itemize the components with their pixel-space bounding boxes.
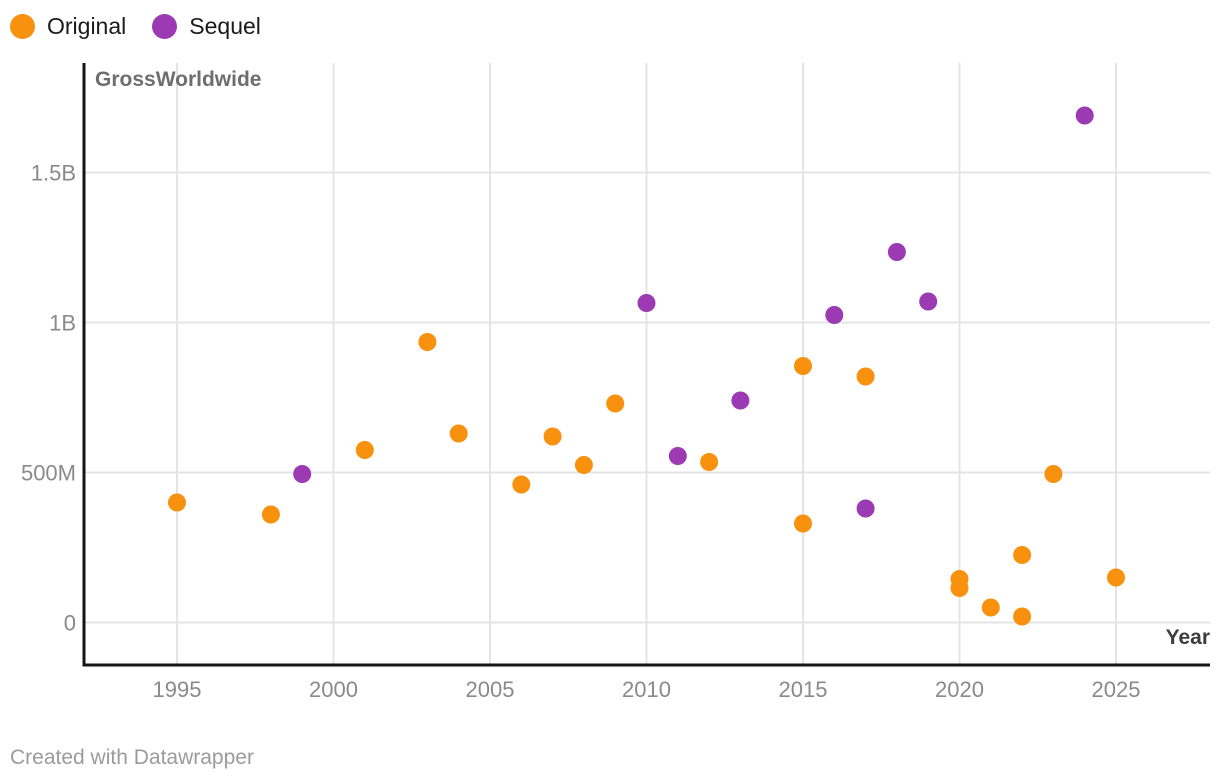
data-point-original[interactable]	[261, 505, 280, 524]
data-point-original[interactable]	[449, 424, 468, 443]
y-tick-label: 1B	[49, 311, 76, 336]
data-point-original[interactable]	[418, 333, 437, 351]
data-point-original[interactable]	[574, 456, 593, 474]
x-tick-label: 2000	[309, 677, 358, 702]
y-tick-label: 500M	[21, 461, 76, 486]
data-point-original[interactable]	[168, 493, 186, 512]
x-tick-label: 2015	[779, 677, 828, 702]
data-point-sequel[interactable]	[637, 294, 656, 312]
y-tick-label: 1.5B	[31, 161, 76, 186]
data-point-original[interactable]	[512, 475, 531, 494]
x-axis-title: Year	[1165, 626, 1210, 649]
data-point-original[interactable]	[1013, 607, 1032, 626]
data-point-original[interactable]	[950, 579, 969, 597]
attribution-credit: Created with Datawrapper	[10, 746, 254, 769]
data-point-original[interactable]	[1107, 568, 1125, 587]
data-point-sequel[interactable]	[919, 292, 938, 311]
data-point-original[interactable]	[700, 453, 719, 471]
data-point-sequel[interactable]	[856, 499, 875, 518]
x-tick-label: 2005	[466, 677, 515, 702]
legend-item-sequel[interactable]: Sequel	[152, 14, 261, 39]
x-tick-label: 2025	[1092, 677, 1141, 702]
data-point-sequel[interactable]	[1075, 106, 1094, 125]
original-series-swatch-icon	[10, 14, 35, 39]
sequel-series-swatch-icon	[152, 14, 178, 39]
x-tick-label: 2020	[935, 677, 984, 702]
data-point-sequel[interactable]	[825, 306, 844, 324]
data-point-original[interactable]	[543, 427, 562, 446]
data-point-original[interactable]	[794, 357, 812, 375]
legend-label-original: Original	[47, 13, 127, 39]
data-point-original[interactable]	[794, 514, 812, 533]
data-point-original[interactable]	[856, 367, 875, 386]
x-tick-label: 1995	[153, 677, 202, 702]
legend-label-sequel: Sequel	[189, 13, 261, 39]
data-point-sequel[interactable]	[887, 243, 906, 261]
data-point-original[interactable]	[981, 598, 1000, 617]
data-point-sequel[interactable]	[293, 465, 312, 483]
y-tick-label: 0	[64, 611, 76, 636]
data-point-sequel[interactable]	[731, 391, 750, 410]
data-point-original[interactable]	[1013, 546, 1032, 564]
x-tick-label: 2010	[622, 677, 671, 702]
data-point-original[interactable]	[1044, 465, 1063, 483]
data-point-original[interactable]	[355, 441, 374, 459]
y-axis-title: GrossWorldwide	[95, 68, 262, 91]
data-point-sequel[interactable]	[668, 447, 687, 465]
legend: Original Sequel	[10, 14, 261, 39]
data-point-original[interactable]	[606, 394, 625, 413]
legend-item-original[interactable]: Original	[10, 14, 126, 39]
